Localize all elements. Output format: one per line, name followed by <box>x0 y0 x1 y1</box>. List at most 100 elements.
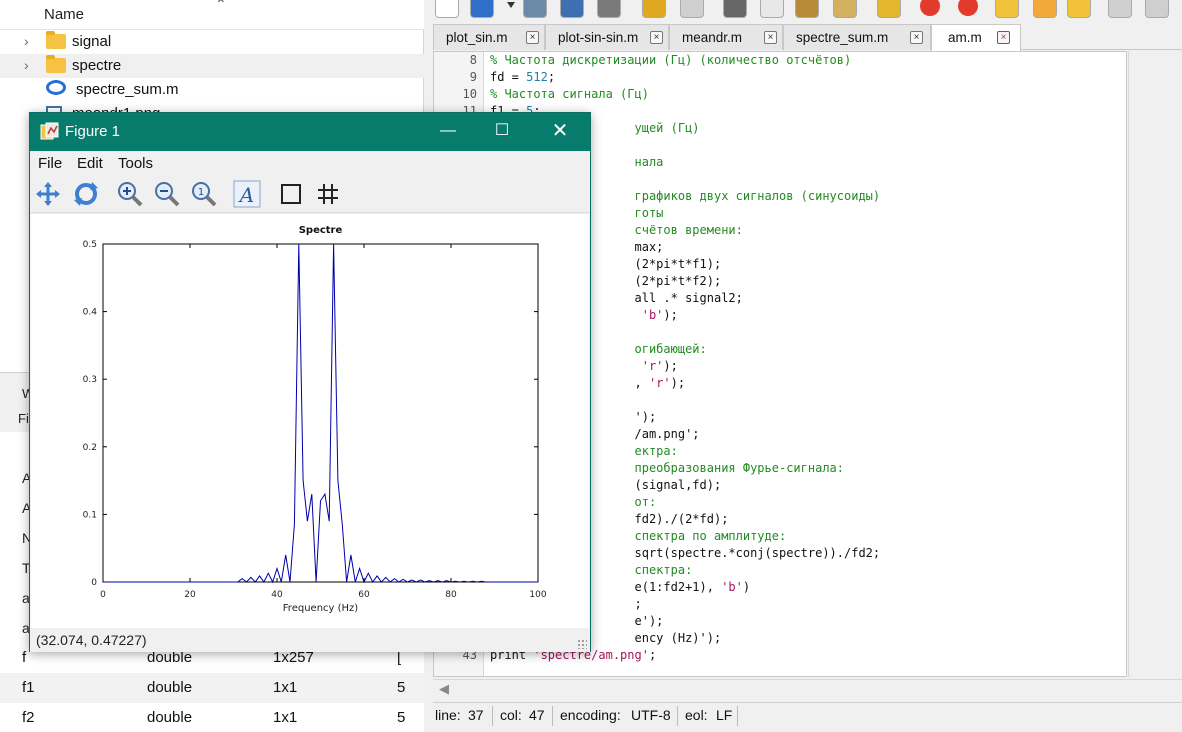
code-line[interactable]: sqrt(spectre.*conj(spectre))./fd2; <box>490 546 881 560</box>
close-icon[interactable]: × <box>997 31 1010 44</box>
print-icon[interactable] <box>597 0 621 18</box>
code-line[interactable]: готы <box>634 206 664 220</box>
code-line[interactable]: /am.png'; <box>490 427 700 441</box>
code-line[interactable]: от: <box>634 495 657 509</box>
maximize-icon[interactable]: ☐ <box>494 122 510 139</box>
code-line[interactable]: ектра: <box>634 444 678 458</box>
sort-arrow-icon[interactable]: ⌃ <box>215 0 227 12</box>
resize-grip-icon[interactable] <box>577 639 587 649</box>
vertical-scrollbar[interactable] <box>1128 51 1182 677</box>
code-line[interactable]: max; <box>634 240 664 254</box>
undo-icon[interactable] <box>642 0 666 18</box>
close-icon[interactable]: × <box>650 31 663 44</box>
scroll-left-icon[interactable]: ◀ <box>439 681 449 696</box>
code-line[interactable]: спектра по амплитуде: <box>490 529 787 543</box>
close-icon[interactable]: ✕ <box>551 120 569 142</box>
code-line[interactable]: ущей (Гц) <box>490 121 700 135</box>
rotate-icon[interactable] <box>72 180 100 208</box>
code-line[interactable]: 'b'); <box>641 308 678 322</box>
tab-am[interactable]: am.m × <box>931 24 1021 51</box>
continue-icon[interactable] <box>1108 0 1132 18</box>
code-line[interactable]: преобразования Фурье-сигнала: <box>490 461 845 475</box>
menu-edit[interactable]: Edit <box>77 155 103 172</box>
zoom-out-icon[interactable] <box>153 180 181 208</box>
tab-plot-sin[interactable]: plot_sin.m × <box>433 24 545 50</box>
code-line[interactable]: e'); <box>634 614 664 628</box>
save-as-icon[interactable] <box>560 0 584 18</box>
x-tick-label: 40 <box>271 590 283 600</box>
settings-icon[interactable] <box>877 0 901 18</box>
close-icon[interactable]: × <box>910 31 923 44</box>
editor-status-bar: line: 37 col: 47 encoding: UTF-8 eol: LF <box>433 702 1182 728</box>
code-line[interactable]: % Частота дискретизации (Гц) (количество… <box>490 53 852 67</box>
axes-box-icon[interactable] <box>277 180 305 208</box>
workspace-row[interactable]: f double 1x257 [ <box>0 643 424 673</box>
stop-icon[interactable] <box>920 0 940 16</box>
workspace-row[interactable]: f1 double 1x1 5 <box>0 673 424 703</box>
plot-canvas[interactable]: 0 20 40 60 80 100 0 0.1 0.2 0.3 0.4 0.5 Spectre Frequ… <box>31 214 589 628</box>
step-icon[interactable] <box>995 0 1019 18</box>
zoom-in-icon[interactable] <box>116 180 144 208</box>
octave-logo-icon <box>40 122 59 140</box>
x-tick-label: 0 <box>100 590 106 600</box>
code-line[interactable]: ency (Hz)'); <box>490 631 722 645</box>
code-line[interactable]: all .* signal2; <box>490 291 743 305</box>
new-file-icon[interactable] <box>435 0 459 18</box>
run-icon[interactable] <box>1067 0 1091 18</box>
menu-file[interactable]: File <box>38 155 63 172</box>
copy-icon[interactable] <box>760 0 784 18</box>
save-icon[interactable] <box>523 0 547 18</box>
code-line[interactable]: (2*pi*t*f2); <box>490 274 722 288</box>
code-line[interactable]: ; <box>634 597 642 611</box>
figure-window[interactable]: Figure 1 — ☐ ✕ File Edit Tools <box>29 112 591 652</box>
tab-label: plot-sin-sin.m <box>558 30 639 45</box>
code-line[interactable]: fd2)./(2*fd); <box>490 512 729 526</box>
code-line[interactable]: нала <box>634 155 664 169</box>
tab-meandr[interactable]: meandr.m × <box>669 24 783 50</box>
grid-icon[interactable] <box>314 180 342 208</box>
column-header-name[interactable]: Name <box>44 6 85 23</box>
file-item-spectre[interactable]: › spectre <box>0 54 424 78</box>
minimize-icon[interactable]: — <box>440 122 456 139</box>
chevron-right-icon[interactable]: › <box>24 57 29 73</box>
open-folder-icon[interactable] <box>470 0 494 18</box>
cut-icon[interactable] <box>723 0 747 18</box>
pan-icon[interactable] <box>34 180 62 208</box>
file-item-signal[interactable]: › signal <box>0 30 424 54</box>
code-line[interactable]: '); <box>634 410 657 424</box>
breakpoint-icon[interactable] <box>958 0 978 16</box>
code-line[interactable]: счётов времени: <box>490 223 743 237</box>
text-tool-icon[interactable]: A <box>233 180 261 208</box>
redo-icon[interactable] <box>680 0 704 18</box>
paste-icon[interactable] <box>795 0 819 18</box>
code-line[interactable]: e(1:fd2+1), 'b') <box>490 580 751 594</box>
code-line[interactable]: спектра: <box>490 563 693 577</box>
chevron-right-icon[interactable]: › <box>24 33 29 49</box>
code-line[interactable]: (2*pi*t*f1); <box>490 257 722 271</box>
tab-spectre-sum[interactable]: spectre_sum.m × <box>783 24 931 50</box>
code-line[interactable]: (signal,fd); <box>490 478 722 492</box>
dropdown-icon[interactable] <box>507 2 515 8</box>
forward-icon[interactable] <box>1145 0 1169 18</box>
code-line[interactable]: огибающей: <box>490 342 707 356</box>
figure-status-bar: (32.074, 0.47227) <box>30 628 590 652</box>
close-icon[interactable]: × <box>526 31 539 44</box>
tab-label: plot_sin.m <box>446 30 508 45</box>
code-line[interactable]: графиков двух сигналов (синусоиды) <box>490 189 881 203</box>
close-icon[interactable]: × <box>764 31 777 44</box>
code-line[interactable]: , 'r'); <box>634 376 686 390</box>
workspace-row[interactable]: f2 double 1x1 5 <box>0 703 424 732</box>
step-out-icon[interactable] <box>1033 0 1057 18</box>
octave-file-icon <box>46 80 66 95</box>
zoom-reset-icon[interactable]: 1 <box>190 180 218 208</box>
file-item-spectre-sum[interactable]: spectre_sum.m <box>0 78 424 102</box>
code-line[interactable]: fd = 512; <box>490 70 556 84</box>
code-line[interactable]: % Частота сигнала (Гц) <box>490 87 649 101</box>
figure-title-bar[interactable]: Figure 1 — ☐ ✕ <box>30 113 590 151</box>
horizontal-scrollbar[interactable]: ◀ <box>433 679 1182 699</box>
edit-icon[interactable] <box>833 0 857 18</box>
code-line[interactable]: 'r'); <box>641 359 678 373</box>
spectre-chart[interactable]: 0 20 40 60 80 100 0 0.1 0.2 0.3 0.4 0.5 Spectre Frequ… <box>31 214 589 628</box>
tab-plot-sin-sin[interactable]: plot-sin-sin.m × <box>545 24 669 50</box>
menu-tools[interactable]: Tools <box>118 155 154 172</box>
